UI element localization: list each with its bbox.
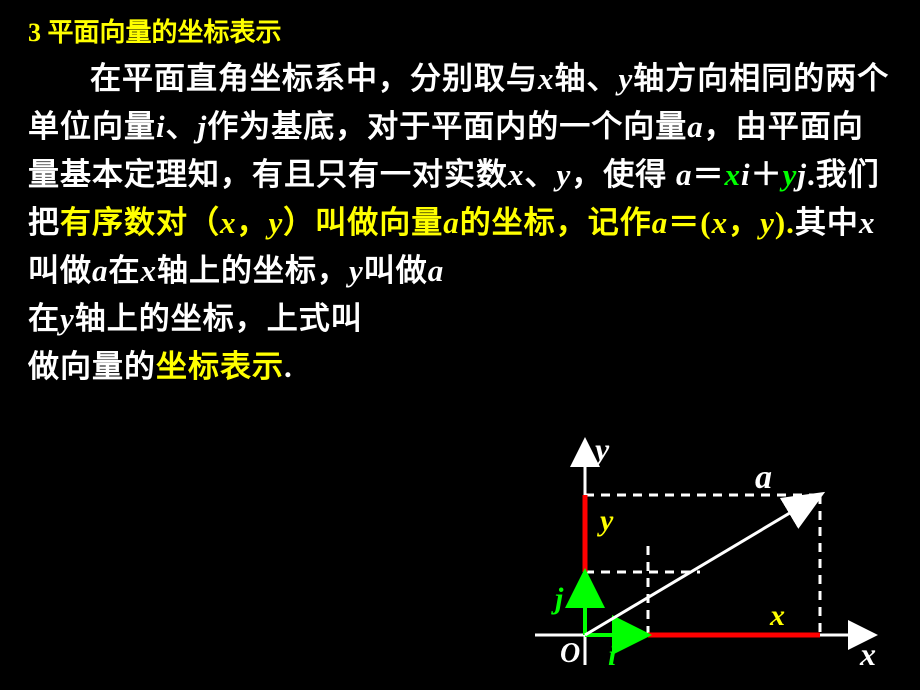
t-a2: a bbox=[676, 157, 693, 192]
slide-title: 3 平面向量的坐标表示 bbox=[28, 12, 892, 49]
t-y1: y bbox=[619, 61, 634, 96]
title-text: 平面向量的坐标表示 bbox=[48, 18, 282, 47]
p2j: 叫做 bbox=[28, 253, 92, 288]
p2q: . bbox=[284, 349, 293, 384]
t1: 在平面直角坐标系中，分别取与 bbox=[90, 61, 538, 96]
p2o-part1: 轴上的坐标，上式叫 bbox=[75, 301, 363, 336]
p2d: ）叫做向量 bbox=[283, 205, 443, 240]
p2av2: a bbox=[652, 205, 669, 240]
t-j1: j bbox=[198, 109, 208, 144]
diagram-svg: O x y i j a x y bbox=[500, 430, 900, 680]
p2x2: x bbox=[712, 205, 729, 240]
slide-container: 3 平面向量的坐标表示 在平面直角坐标系中，分别取与x轴、y轴方向相同的两个单位… bbox=[0, 0, 920, 690]
p2m: 叫做 bbox=[364, 253, 428, 288]
label-a: a bbox=[755, 459, 772, 496]
label-y-component: y bbox=[597, 504, 614, 537]
t-ig: i bbox=[741, 157, 751, 192]
t7: 、 bbox=[525, 157, 557, 192]
title-number: 3 bbox=[28, 18, 48, 47]
t4: 、 bbox=[166, 109, 198, 144]
coordinate-diagram: O x y i j a x y bbox=[500, 430, 900, 680]
body-text: 在平面直角坐标系中，分别取与x轴、y轴方向相同的两个单位向量i、j作为基底，对于… bbox=[28, 55, 892, 391]
t8: ，使得 bbox=[571, 157, 676, 192]
p2k: 在 bbox=[109, 253, 141, 288]
p2x4: x bbox=[141, 253, 158, 288]
p2y4: y bbox=[60, 301, 75, 336]
t-dot: . bbox=[807, 157, 816, 192]
p2av4: a bbox=[428, 253, 445, 288]
p2y2: y bbox=[760, 205, 775, 240]
label-j: j bbox=[551, 582, 564, 615]
p2y: y bbox=[269, 205, 284, 240]
t-plus: ＋ bbox=[751, 157, 783, 192]
p2y3: y bbox=[349, 253, 364, 288]
p2e: 的坐标，记作 bbox=[460, 205, 652, 240]
t-y2: y bbox=[557, 157, 572, 192]
p2b: 有序数对（ bbox=[60, 205, 220, 240]
t-x2: x bbox=[508, 157, 525, 192]
p2av3: a bbox=[92, 253, 109, 288]
p2n: 在 bbox=[28, 301, 60, 336]
label-x-axis: x bbox=[859, 636, 876, 672]
t-a1: a bbox=[687, 109, 704, 144]
t-jg: j bbox=[797, 157, 807, 192]
t-i1: i bbox=[156, 109, 166, 144]
t-eq: ＝ bbox=[693, 157, 725, 192]
p2f: ＝( bbox=[668, 205, 711, 240]
p2h: ). bbox=[775, 205, 795, 240]
p2x: x bbox=[220, 205, 237, 240]
p2i: 其中 bbox=[795, 205, 859, 240]
label-i: i bbox=[608, 639, 617, 672]
p2o-part2: 做向量的 bbox=[28, 349, 156, 384]
p2g: ， bbox=[728, 205, 760, 240]
p2l: 轴上的坐标， bbox=[157, 253, 349, 288]
p2c: ， bbox=[237, 205, 269, 240]
t-x1: x bbox=[538, 61, 555, 96]
label-origin: O bbox=[560, 638, 580, 669]
t-yg: y bbox=[783, 157, 798, 192]
label-x-component: x bbox=[769, 599, 785, 632]
label-y-axis: y bbox=[591, 431, 610, 467]
t-xg: x bbox=[725, 157, 742, 192]
p2av: a bbox=[443, 205, 460, 240]
p2p: 坐标表示 bbox=[156, 349, 284, 384]
t5: 作为基底，对于平面内的一个向量 bbox=[207, 109, 687, 144]
t2: 轴、 bbox=[555, 61, 619, 96]
p2x3: x bbox=[859, 205, 876, 240]
